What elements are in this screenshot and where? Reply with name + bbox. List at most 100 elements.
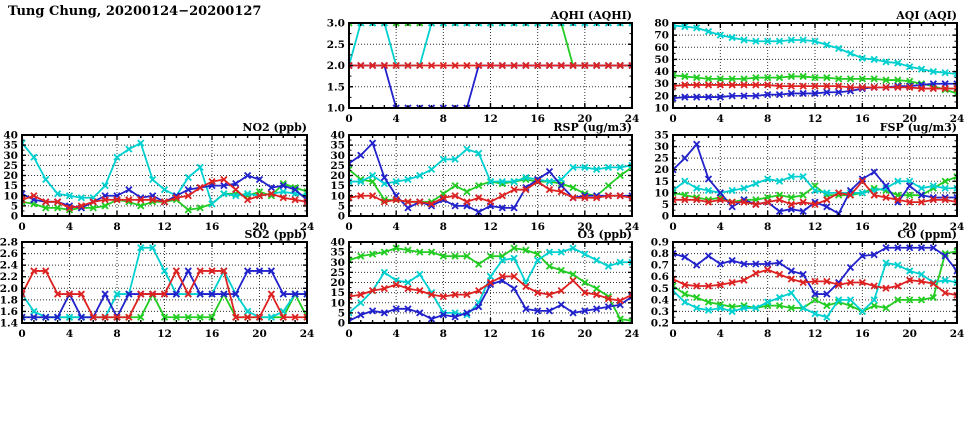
marker-x-green xyxy=(416,23,424,27)
chart-svg: 0 4 8 12 16 20 24 1.0 1.5 2.0 2.5 3.0 AQHI (AQHI) xyxy=(327,9,640,125)
marker-x-red xyxy=(775,196,784,204)
chart-title: O3 (ppb) xyxy=(577,228,632,241)
marker-x-cyan xyxy=(740,36,748,44)
y-tick-label: 25 xyxy=(654,153,669,165)
marker-x-green xyxy=(451,252,459,260)
x-tick-label: 4 xyxy=(717,221,724,233)
x-tick-label: 8 xyxy=(764,221,771,233)
marker-x-cyan xyxy=(628,258,632,266)
marker-x-blue xyxy=(427,104,436,108)
y-tick-label: 30 xyxy=(330,150,345,162)
marker-x-red xyxy=(569,61,577,70)
marker-x-red xyxy=(799,278,807,287)
marker-x-blue xyxy=(392,305,400,313)
y-tick-label: 1.4 xyxy=(0,318,18,330)
y-tick-label: 0.2 xyxy=(651,318,669,330)
x-tick-label: 8 xyxy=(440,328,447,340)
marker-x-red xyxy=(463,291,471,299)
marker-x-green xyxy=(799,72,807,81)
marker-x-blue xyxy=(846,263,855,272)
marker-x-cyan xyxy=(184,173,192,182)
marker-x-green xyxy=(823,302,831,310)
marker-x-cyan xyxy=(569,163,577,172)
marker-x-red xyxy=(894,282,902,290)
marker-x-green xyxy=(882,304,890,312)
marker-x-cyan xyxy=(628,161,632,170)
x-tick-label: 16 xyxy=(205,221,220,233)
marker-x-red xyxy=(616,61,624,70)
marker-x-blue xyxy=(917,191,926,199)
marker-x-cyan xyxy=(113,153,121,161)
marker-x-blue xyxy=(101,290,109,298)
marker-x-red xyxy=(404,61,412,70)
marker-x-red xyxy=(113,196,121,204)
marker-x-red xyxy=(53,198,62,206)
marker-x-cyan xyxy=(545,23,554,27)
marker-x-blue xyxy=(545,307,554,315)
marker-x-blue xyxy=(775,259,784,267)
y-tick-label: 35 xyxy=(330,140,345,152)
series-cyan xyxy=(349,145,632,188)
y-tick-label: 40 xyxy=(330,237,345,249)
x-tick-label: 20 xyxy=(902,328,917,340)
marker-x-green xyxy=(811,74,819,82)
marker-x-green xyxy=(870,302,878,310)
marker-x-green xyxy=(592,284,601,293)
marker-x-green xyxy=(764,74,772,82)
marker-x-red xyxy=(616,192,624,200)
marker-x-cyan xyxy=(870,296,878,304)
x-tick-label: 12 xyxy=(157,328,172,340)
marker-x-blue xyxy=(775,91,784,99)
marker-x-blue xyxy=(917,244,926,252)
marker-x-blue xyxy=(291,186,299,194)
marker-x-red xyxy=(184,290,192,298)
marker-x-blue xyxy=(953,267,957,275)
marker-x-cyan xyxy=(557,248,565,256)
marker-x-green xyxy=(835,75,843,83)
marker-x-green xyxy=(787,193,795,202)
y-tick-label: 0.8 xyxy=(651,248,669,260)
marker-x-red xyxy=(569,194,577,202)
marker-x-blue xyxy=(858,252,866,260)
marker-x-cyan xyxy=(799,304,807,312)
marker-x-cyan xyxy=(740,304,748,312)
marker-x-red xyxy=(89,198,97,206)
marker-x-red xyxy=(510,61,518,70)
marker-x-cyan xyxy=(929,67,937,76)
marker-x-red xyxy=(929,196,937,204)
marker-x-red xyxy=(427,291,436,299)
marker-x-blue xyxy=(693,140,701,148)
marker-x-red xyxy=(510,186,518,194)
marker-x-cyan xyxy=(894,177,902,185)
marker-x-green xyxy=(534,250,542,258)
marker-x-cyan xyxy=(522,23,530,27)
marker-x-green xyxy=(870,75,878,83)
chart-no2: 0 4 8 12 16 20 24 0 5 10 15 20 25 30 35 40 NO2 (ppb) xyxy=(0,120,316,236)
marker-x-red xyxy=(498,61,506,70)
marker-x-green xyxy=(439,252,447,260)
marker-x-cyan xyxy=(404,278,412,287)
marker-x-green xyxy=(196,204,204,212)
marker-x-cyan xyxy=(451,155,459,163)
marker-x-blue xyxy=(941,252,949,260)
x-tick-label: 16 xyxy=(855,113,870,125)
marker-x-blue xyxy=(740,260,748,268)
marker-x-blue xyxy=(42,313,50,321)
marker-x-red xyxy=(917,84,926,93)
marker-x-cyan xyxy=(498,177,506,186)
marker-x-cyan xyxy=(870,55,878,64)
marker-x-cyan xyxy=(917,65,926,73)
marker-x-red xyxy=(416,61,424,70)
marker-x-red xyxy=(681,281,689,289)
marker-x-green xyxy=(475,181,483,190)
marker-x-red xyxy=(208,177,216,186)
marker-x-red xyxy=(740,81,748,89)
marker-x-red xyxy=(184,192,192,200)
marker-x-blue xyxy=(291,290,299,298)
marker-x-red xyxy=(137,196,145,204)
marker-x-red xyxy=(799,82,807,90)
marker-x-green xyxy=(427,248,436,256)
marker-x-green xyxy=(787,304,795,312)
marker-x-cyan xyxy=(65,192,74,200)
